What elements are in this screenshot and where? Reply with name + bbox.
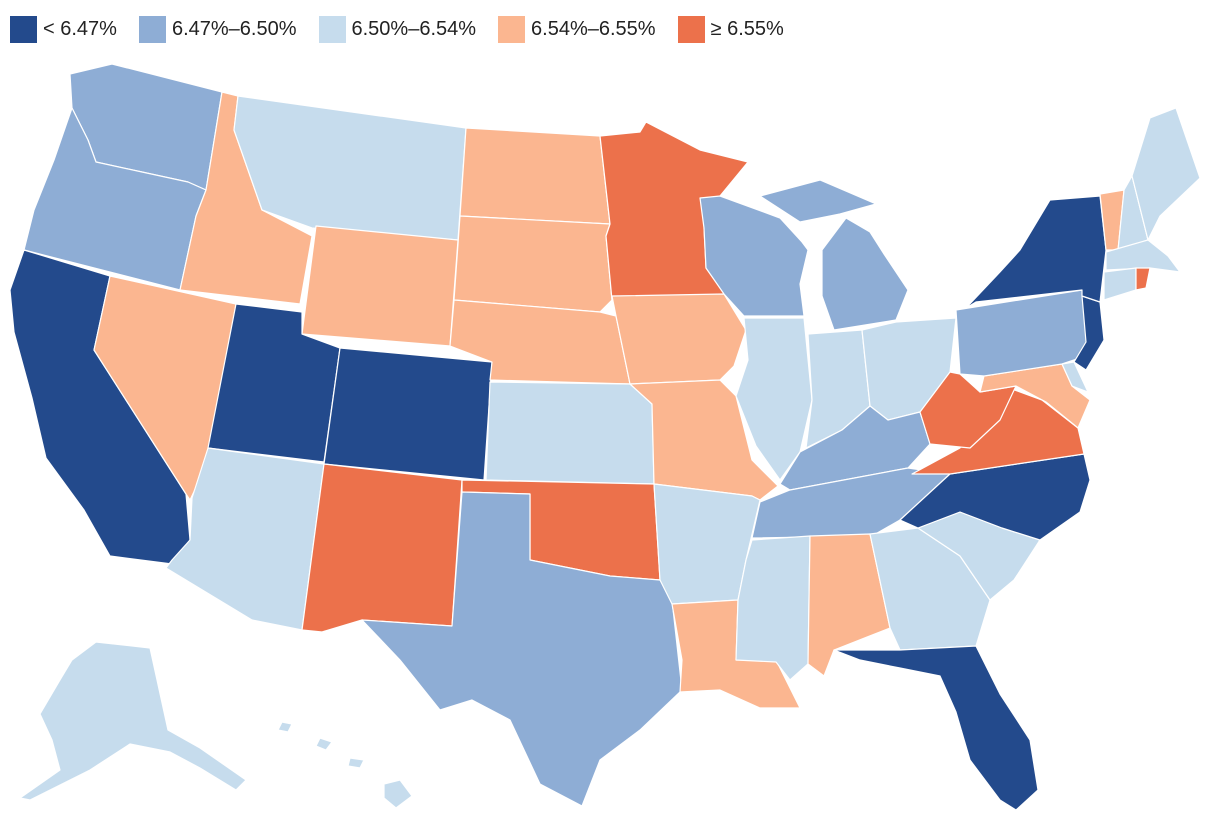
- state-hawaii[interactable]: [277, 721, 413, 809]
- legend-item-lt-6-47: < 6.47%: [10, 15, 117, 43]
- state-rhode-island[interactable]: [1135, 267, 1151, 291]
- state-north-dakota[interactable]: [459, 127, 611, 225]
- state-kansas[interactable]: [485, 381, 655, 485]
- state-michigan[interactable]: [759, 179, 909, 331]
- state-connecticut[interactable]: [1103, 267, 1137, 301]
- legend-swatch: [318, 15, 346, 43]
- state-nebraska[interactable]: [449, 299, 631, 385]
- legend: < 6.47% 6.47%–6.50% 6.50%–6.54% 6.54%–6.…: [10, 14, 806, 44]
- state-wisconsin[interactable]: [699, 195, 809, 317]
- legend-swatch: [677, 15, 705, 43]
- legend-item-6-50-6-54: 6.50%–6.54%: [318, 15, 477, 43]
- state-alaska[interactable]: [19, 641, 247, 801]
- legend-swatch: [498, 15, 526, 43]
- state-texas[interactable]: [361, 491, 683, 807]
- legend-label: 6.54%–6.55%: [531, 17, 656, 40]
- state-iowa[interactable]: [611, 293, 747, 385]
- legend-item-gte-6-55: ≥ 6.55%: [677, 15, 784, 43]
- legend-swatch: [10, 15, 37, 43]
- legend-swatch: [138, 15, 166, 43]
- legend-label: ≥ 6.55%: [710, 17, 784, 40]
- legend-label: 6.47%–6.50%: [171, 17, 297, 40]
- state-florida[interactable]: [833, 645, 1039, 811]
- legend-label: < 6.47%: [43, 17, 117, 40]
- state-illinois[interactable]: [735, 317, 813, 481]
- state-south-dakota[interactable]: [453, 215, 613, 313]
- legend-item-6-54-6-55: 6.54%–6.55%: [498, 15, 656, 43]
- state-mississippi[interactable]: [735, 535, 811, 681]
- state-new-mexico[interactable]: [301, 463, 463, 633]
- legend-label: 6.50%–6.54%: [351, 17, 477, 40]
- state-wyoming[interactable]: [301, 225, 459, 347]
- legend-item-6-47-6-50: 6.47%–6.50%: [138, 15, 297, 43]
- state-delaware[interactable]: [1061, 361, 1089, 393]
- state-massachusetts[interactable]: [1105, 239, 1181, 273]
- state-new-york[interactable]: [965, 195, 1107, 309]
- state-colorado[interactable]: [323, 347, 493, 481]
- state-missouri[interactable]: [629, 379, 779, 501]
